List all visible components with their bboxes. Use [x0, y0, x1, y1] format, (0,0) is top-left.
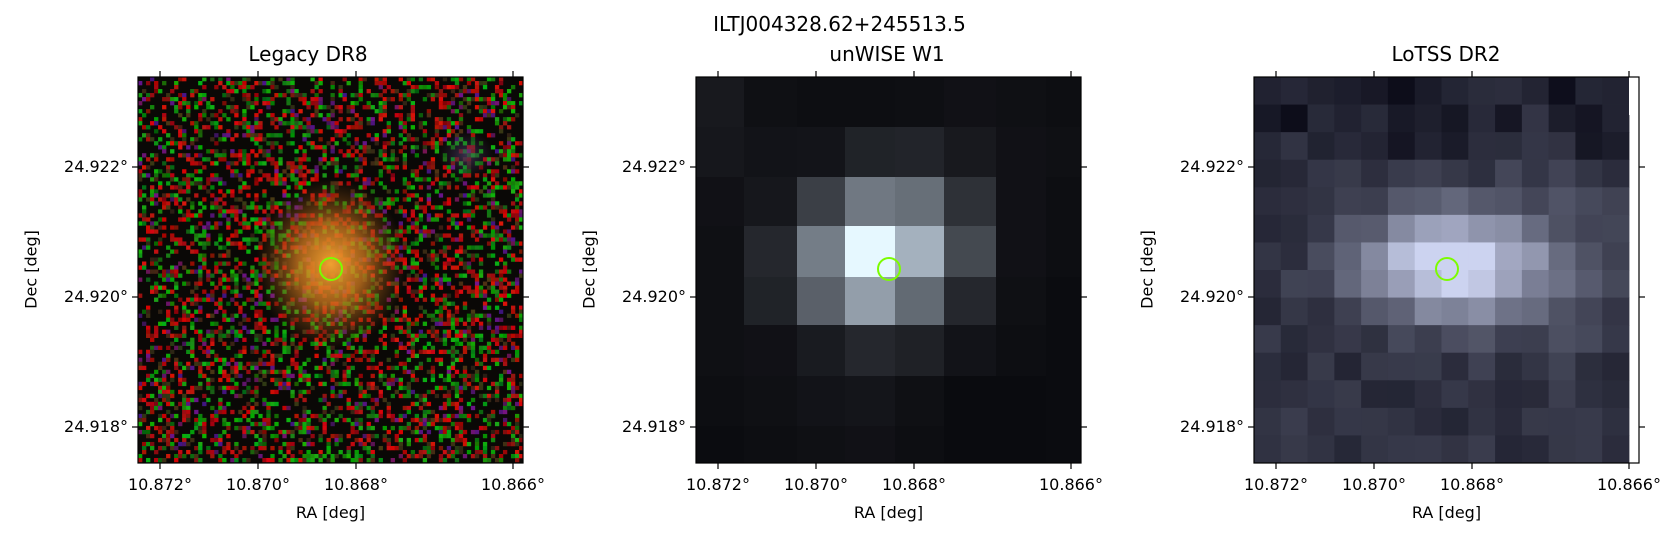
- x-tick-label: 10.872°: [128, 475, 192, 494]
- y-tick-label: 24.918°: [1180, 417, 1244, 436]
- x-tick-label: 10.868°: [324, 475, 388, 494]
- source-marker-circle: [1435, 257, 1459, 281]
- y-tick-label: 24.920°: [622, 287, 686, 306]
- x-tick-label: 10.866°: [1039, 475, 1103, 494]
- x-tick-label: 10.870°: [226, 475, 290, 494]
- y-tick-label: 24.918°: [64, 417, 128, 436]
- source-marker-circle: [319, 257, 343, 281]
- legacy-image: [138, 77, 524, 463]
- x-tick-label: 10.872°: [1244, 475, 1308, 494]
- y-axis-label: Dec [deg]: [579, 230, 599, 309]
- y-axis-label: Dec [deg]: [1137, 230, 1157, 309]
- source-marker-circle: [877, 257, 901, 281]
- axes-frame: [1253, 76, 1640, 464]
- x-tick-label: 10.872°: [686, 475, 750, 494]
- x-tick-label: 10.870°: [1342, 475, 1406, 494]
- panel-title-unwise: unWISE W1: [829, 42, 945, 66]
- panel-title-lotss: LoTSS DR2: [1391, 42, 1501, 66]
- x-tick-label: 10.870°: [784, 475, 848, 494]
- x-axis-label: RA [deg]: [295, 503, 366, 522]
- x-axis-label: RA [deg]: [1411, 503, 1482, 522]
- x-axis-label: RA [deg]: [853, 503, 924, 522]
- y-tick-label: 24.920°: [1180, 287, 1244, 306]
- y-tick-label: 24.920°: [64, 287, 128, 306]
- lotss-image: [1254, 77, 1639, 464]
- figure-title: ILTJ004328.62+245513.5: [713, 12, 966, 36]
- unwise-image: [696, 77, 1082, 464]
- panel-title-legacy: Legacy DR8: [248, 42, 368, 66]
- x-tick-label: 10.866°: [1597, 475, 1661, 494]
- x-tick-label: 10.866°: [481, 475, 545, 494]
- axes-frame: [695, 76, 1082, 464]
- x-tick-label: 10.868°: [1440, 475, 1504, 494]
- y-axis-label: Dec [deg]: [21, 230, 41, 309]
- x-tick-label: 10.868°: [882, 475, 946, 494]
- y-tick-label: 24.918°: [622, 417, 686, 436]
- y-tick-label: 24.922°: [1180, 157, 1244, 176]
- y-tick-label: 24.922°: [622, 157, 686, 176]
- axes-frame: [137, 76, 524, 464]
- y-tick-label: 24.922°: [64, 157, 128, 176]
